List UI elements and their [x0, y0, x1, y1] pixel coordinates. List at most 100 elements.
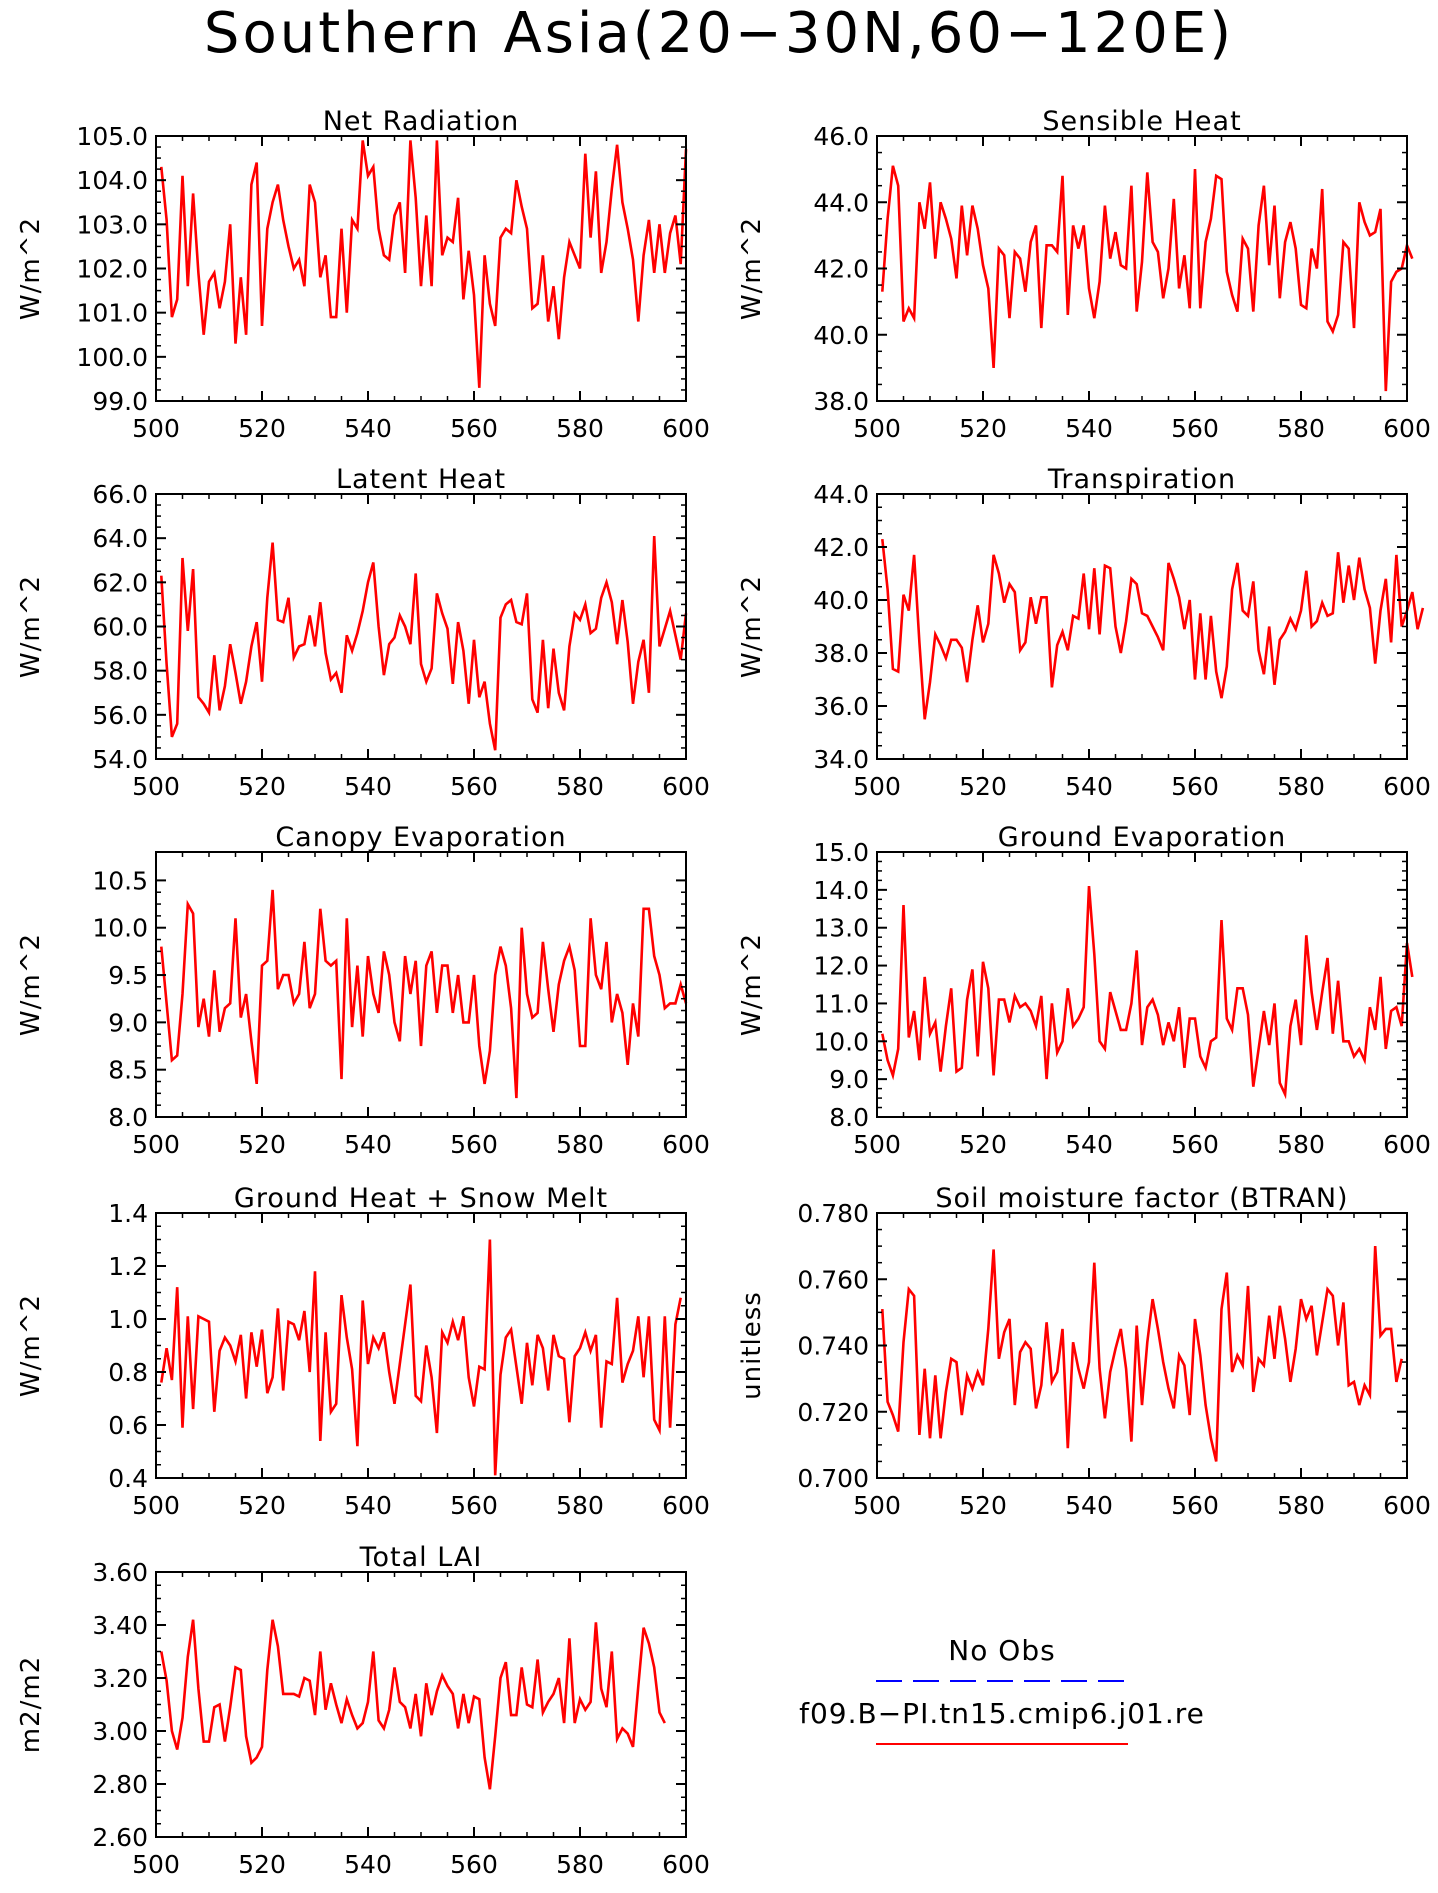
y-tick-label-net-radiation: 101.0 — [76, 299, 148, 328]
x-tick-label-latent-heat: 600 — [662, 772, 710, 801]
x-tick-label-soil-moisture-factor-btran: 500 — [853, 1491, 901, 1520]
y-tick-label-latent-heat: 62.0 — [92, 568, 148, 597]
panel-transpiration: Transpiration W/m^2 500 520 540 560 580 600 34.0… — [737, 464, 1431, 801]
y-tick-label-soil-moisture-factor-btran: 0.700 — [797, 1464, 869, 1493]
x-tick-label-ground-evaporation: 520 — [959, 1130, 1007, 1159]
y-tick-label-total-lai: 2.60 — [92, 1823, 148, 1852]
x-tick-label-ground-evaporation: 500 — [853, 1130, 901, 1159]
series-line-canopy-evaporation — [160, 889, 688, 1099]
panel-title-sensible-heat: Sensible Heat — [1042, 106, 1241, 137]
y-tick-label-net-radiation: 104.0 — [76, 166, 148, 195]
x-tick-label-net-radiation: 560 — [450, 414, 498, 443]
panel-title-total-lai: Total LAI — [359, 1542, 483, 1573]
panel-latent-heat: Latent Heat W/m^2 500 520 540 560 580 600 54.0 56… — [16, 464, 710, 801]
plot-frame-transpiration — [876, 493, 1408, 760]
y-axis-label-ground-evaporation: W/m^2 — [737, 933, 767, 1036]
x-tick-label-transpiration: 600 — [1383, 772, 1431, 801]
x-tick-label-ground-evaporation: 600 — [1383, 1130, 1431, 1159]
series-line-transpiration — [881, 538, 1425, 720]
x-tick-label-transpiration: 560 — [1171, 772, 1219, 801]
y-tick-label-latent-heat: 58.0 — [92, 657, 148, 686]
y-axis-label-net-radiation: W/m^2 — [16, 217, 46, 320]
x-tick-label-net-radiation: 540 — [344, 414, 392, 443]
panel-title-latent-heat: Latent Heat — [336, 464, 506, 495]
plot-frame-soil-moisture-factor-btran — [876, 1212, 1408, 1479]
panel-soil-moisture-factor-btran: Soil moisture factor (BTRAN) unitless 500 5… — [737, 1183, 1431, 1520]
y-axis-label-latent-heat: W/m^2 — [16, 575, 46, 678]
y-tick-label-net-radiation: 102.0 — [76, 255, 148, 284]
y-tick-label-latent-heat: 56.0 — [92, 701, 148, 730]
x-tick-label-net-radiation: 500 — [132, 414, 180, 443]
x-tick-label-transpiration: 520 — [959, 772, 1007, 801]
y-tick-label-ground-evaporation: 13.0 — [813, 914, 869, 943]
x-tick-label-canopy-evaporation: 560 — [450, 1130, 498, 1159]
panel-ground-evaporation: Ground Evaporation W/m^2 500 520 540 560 580 60… — [737, 822, 1431, 1159]
y-tick-label-ground-heat-snow-melt: 1.4 — [108, 1199, 148, 1228]
y-tick-label-ground-heat-snow-melt: 0.8 — [108, 1358, 148, 1387]
x-tick-label-ground-evaporation: 580 — [1277, 1130, 1325, 1159]
series-line-sensible-heat — [881, 165, 1414, 392]
x-tick-label-ground-heat-snow-melt: 500 — [132, 1491, 180, 1520]
y-axis-label-sensible-heat: W/m^2 — [737, 217, 767, 320]
x-tick-label-soil-moisture-factor-btran: 540 — [1065, 1491, 1113, 1520]
y-tick-label-ground-evaporation: 14.0 — [813, 876, 869, 905]
x-tick-label-ground-heat-snow-melt: 600 — [662, 1491, 710, 1520]
y-tick-label-sensible-heat: 46.0 — [813, 122, 869, 151]
x-tick-label-transpiration: 500 — [853, 772, 901, 801]
panel-sensible-heat: Sensible Heat W/m^2 500 520 540 560 580 600 38.0… — [737, 106, 1431, 443]
panel-net-radiation: Net Radiation W/m^2 500 520 540 560 580 600 99.0… — [16, 106, 710, 443]
y-tick-label-ground-evaporation: 9.0 — [829, 1065, 869, 1094]
y-tick-label-ground-evaporation: 10.0 — [813, 1027, 869, 1056]
panel-title-ground-heat-snow-melt: Ground Heat + Snow Melt — [234, 1183, 608, 1214]
y-tick-label-total-lai: 3.20 — [92, 1664, 148, 1693]
y-tick-label-canopy-evaporation: 10.5 — [92, 866, 148, 895]
x-tick-label-sensible-heat: 600 — [1383, 414, 1431, 443]
panel-title-net-radiation: Net Radiation — [323, 106, 520, 137]
panel-total-lai: Total LAI m2/m2 500 520 540 560 580 600 2.60 2.80… — [16, 1542, 710, 1879]
x-tick-label-soil-moisture-factor-btran: 560 — [1171, 1491, 1219, 1520]
y-tick-label-canopy-evaporation: 8.0 — [108, 1103, 148, 1132]
y-tick-label-ground-evaporation: 11.0 — [813, 989, 869, 1018]
y-tick-label-latent-heat: 54.0 — [92, 745, 148, 774]
x-tick-label-canopy-evaporation: 520 — [238, 1130, 286, 1159]
y-tick-label-total-lai: 2.80 — [92, 1770, 148, 1799]
x-tick-label-latent-heat: 560 — [450, 772, 498, 801]
x-tick-label-total-lai: 600 — [662, 1850, 710, 1879]
y-axis-label-total-lai: m2/m2 — [16, 1656, 46, 1754]
x-tick-label-latent-heat: 500 — [132, 772, 180, 801]
y-tick-label-canopy-evaporation: 8.5 — [108, 1056, 148, 1085]
x-tick-label-sensible-heat: 580 — [1277, 414, 1325, 443]
y-tick-label-transpiration: 40.0 — [813, 586, 869, 615]
y-tick-label-transpiration: 42.0 — [813, 533, 869, 562]
y-tick-label-soil-moisture-factor-btran: 0.720 — [797, 1398, 869, 1427]
y-tick-label-total-lai: 3.40 — [92, 1611, 148, 1640]
x-tick-label-canopy-evaporation: 580 — [556, 1130, 604, 1159]
x-tick-label-soil-moisture-factor-btran: 580 — [1277, 1491, 1325, 1520]
plot-frame-canopy-evaporation — [155, 851, 687, 1118]
panel-ground-heat-snow-melt: Ground Heat + Snow Melt W/m^2 500 520 540 560… — [16, 1183, 710, 1520]
figure-title: Southern Asia(20−30N,60−120E) — [204, 1, 1234, 66]
y-tick-label-transpiration: 36.0 — [813, 692, 869, 721]
y-axis-label-ground-heat-snow-melt: W/m^2 — [16, 1294, 46, 1397]
legend-obs-label: No Obs — [948, 1634, 1055, 1667]
series-line-ground-evaporation — [881, 885, 1414, 1100]
y-tick-label-net-radiation: 105.0 — [76, 122, 148, 151]
y-tick-label-ground-heat-snow-melt: 0.6 — [108, 1411, 148, 1440]
panel-canopy-evaporation: Canopy Evaporation W/m^2 500 520 540 560 580 60… — [16, 822, 710, 1159]
panel-title-soil-moisture-factor-btran: Soil moisture factor (BTRAN) — [935, 1183, 1348, 1214]
y-tick-label-total-lai: 3.60 — [92, 1558, 148, 1587]
y-tick-label-sensible-heat: 42.0 — [813, 255, 869, 284]
x-tick-label-transpiration: 540 — [1065, 772, 1113, 801]
x-tick-label-total-lai: 580 — [556, 1850, 604, 1879]
y-tick-label-canopy-evaporation: 10.0 — [92, 914, 148, 943]
x-tick-label-total-lai: 560 — [450, 1850, 498, 1879]
plot-frame-ground-evaporation — [876, 851, 1408, 1118]
series-line-total-lai — [160, 1619, 666, 1790]
y-axis-label-canopy-evaporation: W/m^2 — [16, 933, 46, 1036]
plot-frame-ground-heat-snow-melt — [155, 1212, 687, 1479]
x-tick-label-canopy-evaporation: 540 — [344, 1130, 392, 1159]
y-tick-label-latent-heat: 60.0 — [92, 613, 148, 642]
x-tick-label-soil-moisture-factor-btran: 520 — [959, 1491, 1007, 1520]
y-axis-label-transpiration: W/m^2 — [737, 575, 767, 678]
